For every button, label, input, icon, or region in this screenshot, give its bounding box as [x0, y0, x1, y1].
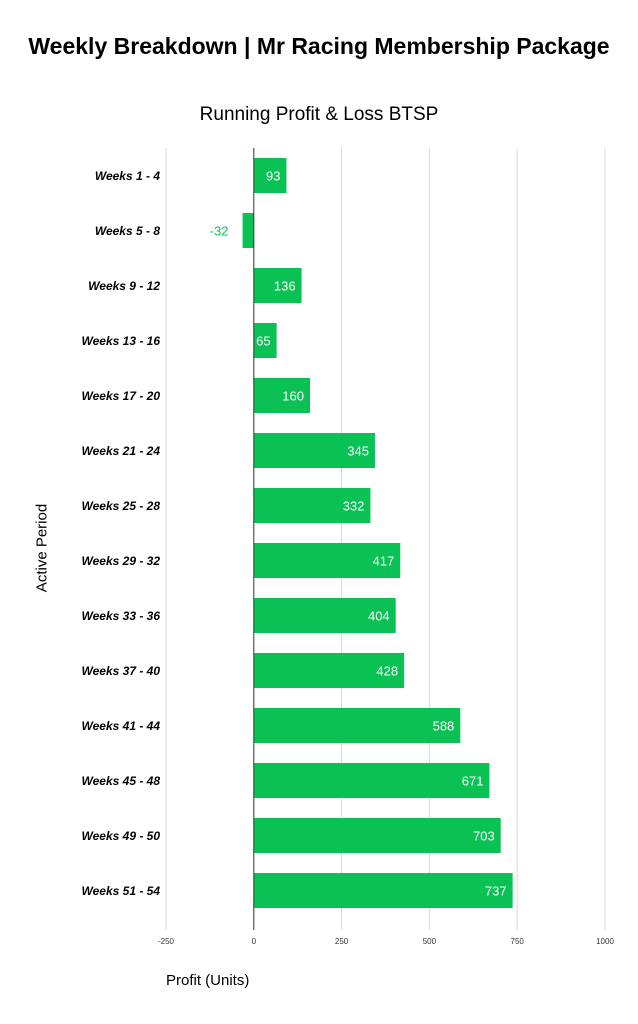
x-tick-label: 750: [511, 937, 525, 946]
category-label: Weeks 41 - 44: [82, 719, 161, 733]
data-label: 65: [256, 334, 270, 349]
category-label: Weeks 21 - 24: [82, 444, 161, 458]
x-tick-label: 1000: [596, 937, 614, 946]
data-label: 737: [485, 884, 507, 899]
category-label: Weeks 1 - 4: [95, 169, 160, 183]
category-label: Weeks 45 - 48: [82, 774, 161, 788]
bar: [253, 873, 513, 908]
bar: [253, 433, 375, 468]
bar: [253, 543, 401, 578]
category-label: Weeks 13 - 16: [82, 334, 161, 348]
category-label: Weeks 37 - 40: [82, 664, 161, 678]
bar: [242, 213, 254, 248]
data-label: 345: [347, 444, 369, 459]
data-label: 588: [433, 719, 455, 734]
bar: [253, 598, 396, 633]
data-label: 160: [282, 389, 304, 404]
x-axis-label: Profit (Units): [166, 972, 250, 989]
bar: [253, 818, 501, 853]
data-label: 703: [473, 829, 495, 844]
bar: [253, 158, 287, 193]
category-label: Weeks 9 - 12: [88, 279, 160, 293]
x-tick-label: 500: [423, 937, 437, 946]
category-label: Weeks 25 - 28: [82, 499, 161, 513]
data-label: 428: [376, 664, 398, 679]
x-tick-label: 0: [252, 937, 257, 946]
category-label: Weeks 33 - 36: [82, 609, 161, 623]
data-label: 332: [343, 499, 365, 514]
x-tick-label: 250: [335, 937, 349, 946]
bar: [253, 488, 371, 523]
data-label: -32: [210, 224, 229, 239]
category-label: Weeks 17 - 20: [82, 389, 161, 403]
chart-title: Weekly Breakdown | Mr Racing Membership …: [28, 33, 610, 59]
category-label: Weeks 49 - 50: [82, 829, 161, 843]
x-tick-label: -250: [158, 937, 175, 946]
bar: [253, 708, 461, 743]
bar: [253, 653, 405, 688]
category-label: Weeks 5 - 8: [95, 224, 160, 238]
bar: [253, 378, 310, 413]
data-label: 136: [274, 279, 296, 294]
bar: [253, 763, 490, 798]
data-label: 417: [373, 554, 395, 569]
category-label: Weeks 29 - 32: [82, 554, 161, 568]
data-label: 671: [462, 774, 484, 789]
bar: [253, 323, 277, 358]
data-label: 93: [266, 169, 280, 184]
chart-subtitle: Running Profit & Loss BTSP: [199, 104, 439, 125]
data-label: 404: [368, 609, 390, 624]
category-label: Weeks 51 - 54: [82, 884, 161, 898]
bar: [253, 268, 302, 303]
